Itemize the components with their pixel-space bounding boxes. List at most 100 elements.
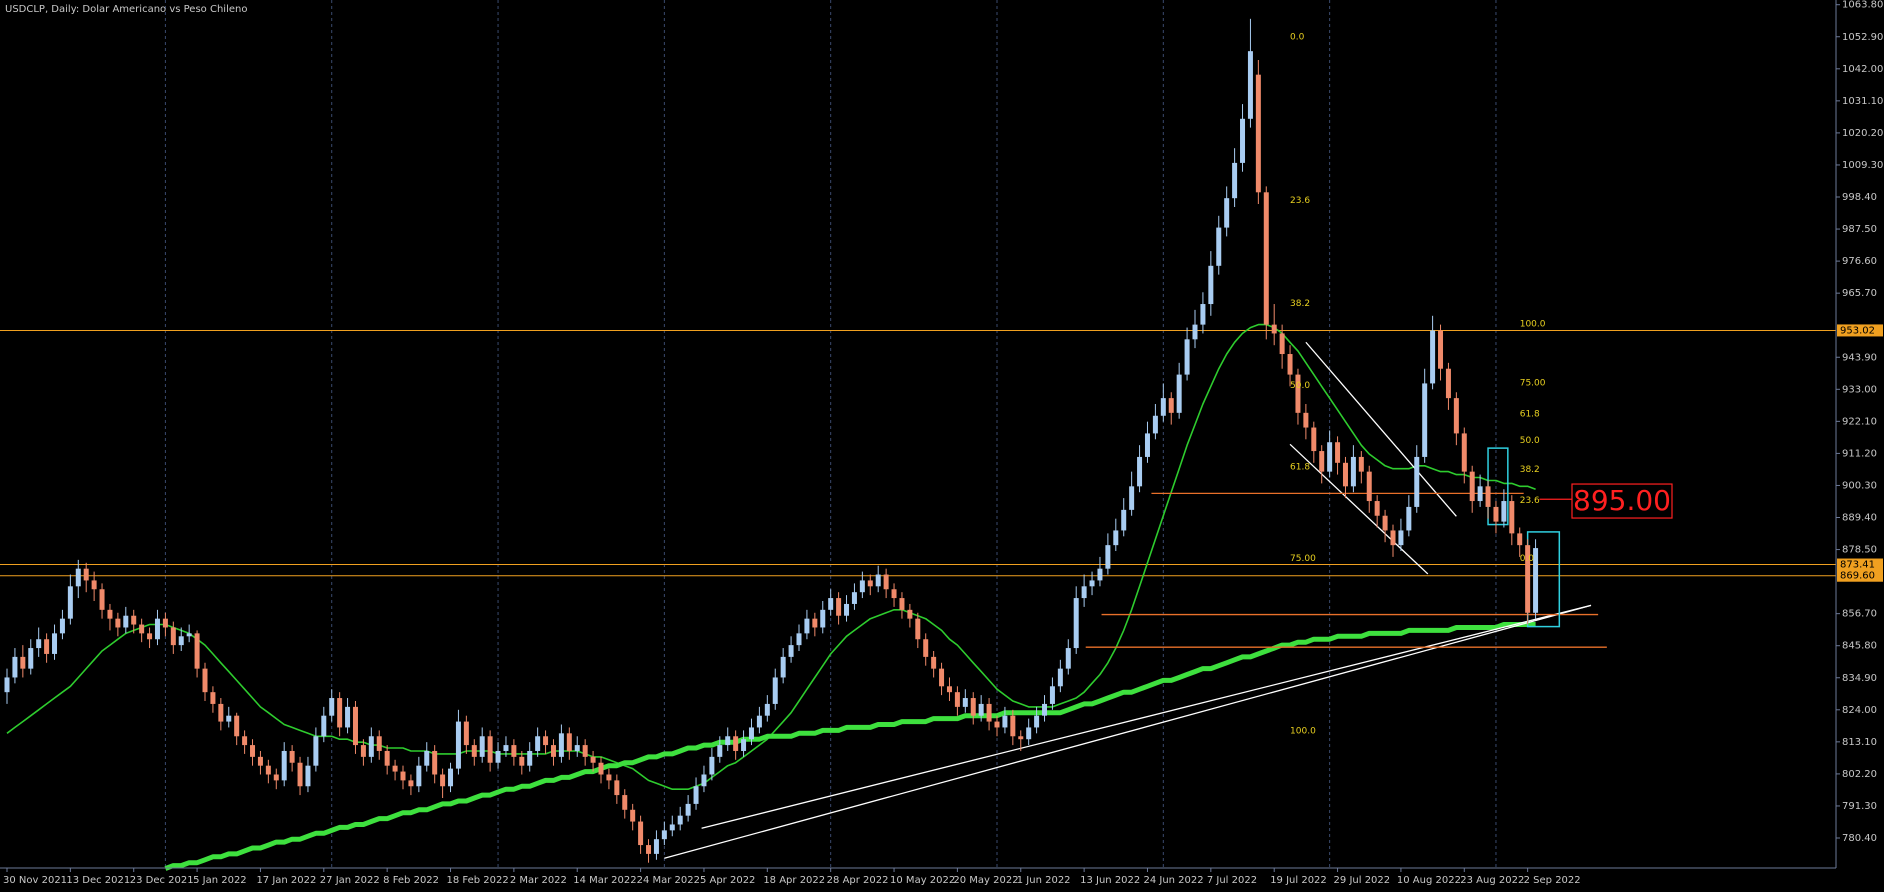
- candle-body: [970, 698, 976, 716]
- candle-body: [669, 824, 675, 831]
- x-tick-label: 27 Jan 2022: [320, 875, 380, 886]
- chart-title: USDCLP, Daily: Dolar Americano vs Peso C…: [5, 4, 247, 15]
- candle-body: [1358, 456, 1364, 472]
- y-tick-label: 834.90: [1842, 673, 1877, 684]
- candle-body: [1366, 471, 1372, 502]
- x-tick-label: 17 Jan 2022: [256, 875, 316, 886]
- candle-body: [1517, 533, 1523, 546]
- candle-body: [345, 706, 351, 728]
- candle-body: [717, 745, 723, 757]
- candle-body: [693, 786, 699, 804]
- candle-body: [622, 795, 628, 810]
- level-label-box: [1837, 558, 1883, 571]
- candle-body: [946, 686, 952, 693]
- x-tick-label: 23 Dec 2021: [130, 875, 194, 886]
- candle-body: [337, 698, 343, 728]
- candle-body: [471, 745, 477, 757]
- candle-body: [748, 727, 754, 740]
- candle-body: [1002, 715, 1008, 728]
- candle-body: [107, 609, 113, 619]
- candle-body: [44, 639, 50, 654]
- candle-body: [448, 768, 454, 787]
- candle-body: [1152, 415, 1158, 434]
- candle-body: [242, 736, 248, 746]
- y-tick-label: 791.30: [1842, 801, 1877, 812]
- x-tick-label: 19 Jul 2022: [1270, 875, 1327, 886]
- y-tick-label: 802.20: [1842, 769, 1877, 780]
- level-label-box: [1837, 569, 1883, 582]
- candle-body: [1374, 501, 1380, 516]
- candle-body: [360, 745, 366, 757]
- candle-body: [1057, 668, 1063, 687]
- candle-body: [1350, 456, 1356, 487]
- candle-body: [4, 677, 10, 693]
- y-tick-label: 1063.80: [1842, 0, 1883, 11]
- candle-body: [1382, 515, 1388, 531]
- candle-body: [851, 592, 857, 604]
- trend-line: [1289, 443, 1429, 575]
- candle-body: [1240, 118, 1246, 163]
- y-tick-label: 856.70: [1842, 609, 1877, 620]
- candle-body: [36, 639, 42, 649]
- candle-body: [1184, 339, 1190, 375]
- candle-body: [154, 618, 160, 640]
- fib-label: 100.0: [1290, 727, 1316, 737]
- y-tick-label: 922.10: [1842, 416, 1877, 427]
- x-tick-label: 5 Apr 2022: [700, 875, 755, 886]
- candle-body: [1121, 509, 1127, 531]
- candle-body: [1105, 545, 1111, 569]
- fib-label: 61.8: [1520, 410, 1540, 420]
- candle-body: [1026, 727, 1032, 740]
- candle-body: [1097, 568, 1103, 581]
- candle-body: [923, 639, 929, 657]
- candle-body: [384, 750, 390, 766]
- candle-body: [566, 733, 572, 751]
- y-tick-label: 911.20: [1842, 448, 1877, 459]
- candle-body: [59, 618, 65, 634]
- candle-body: [20, 656, 26, 669]
- candle-body: [1327, 442, 1333, 472]
- candle-body: [1509, 501, 1515, 534]
- candle-body: [194, 633, 200, 669]
- candle-body: [1406, 506, 1412, 531]
- candle-body: [1192, 324, 1198, 340]
- x-tick-label: 24 Mar 2022: [637, 875, 700, 886]
- candle-body: [543, 736, 549, 746]
- candle-body: [527, 750, 533, 766]
- candle-body: [1200, 304, 1206, 325]
- x-tick-label: 10 Aug 2022: [1397, 875, 1461, 886]
- candle-body: [265, 765, 271, 775]
- y-tick-label: 943.90: [1842, 352, 1877, 363]
- candle-body: [1414, 456, 1420, 507]
- candle-body: [495, 750, 501, 763]
- candle-body: [1018, 736, 1024, 740]
- trend-line: [1305, 341, 1457, 517]
- fib-label: 50.0: [1290, 381, 1310, 391]
- y-tick-label: 1052.90: [1842, 32, 1883, 43]
- candle-body: [352, 706, 358, 746]
- candle-body: [1525, 545, 1531, 613]
- candle-body: [844, 603, 850, 616]
- candle-body: [939, 668, 945, 687]
- x-tick-label: 1 Jun 2022: [1017, 875, 1071, 886]
- x-tick-label: 14 Mar 2022: [573, 875, 636, 886]
- trend-line: [701, 604, 1592, 829]
- candle-body: [28, 648, 34, 669]
- candle-body: [535, 736, 541, 751]
- candle-body: [875, 574, 881, 587]
- candle-body: [677, 815, 683, 825]
- candle-body: [954, 692, 960, 707]
- y-tick-label: 889.40: [1842, 513, 1877, 524]
- candle-body: [376, 736, 382, 751]
- candle-body: [1113, 530, 1119, 546]
- level-label: 873.41: [1840, 560, 1875, 571]
- candle-body: [1065, 648, 1071, 669]
- y-tick-label: 1009.30: [1842, 160, 1883, 171]
- candle-body: [170, 627, 176, 646]
- candle-body: [1342, 462, 1348, 487]
- x-tick-label: 23 Aug 2022: [1460, 875, 1524, 886]
- candle-body: [1081, 586, 1087, 599]
- fib-label: 38.2: [1520, 465, 1540, 475]
- candle-body: [661, 830, 667, 840]
